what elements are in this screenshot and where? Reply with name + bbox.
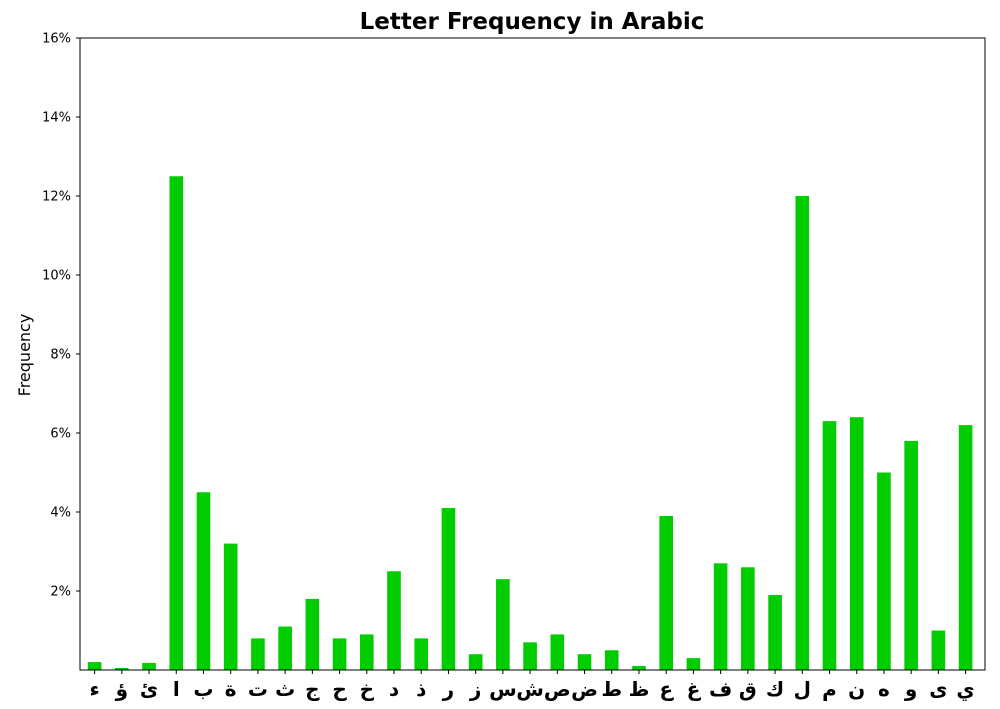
x-tick-label: خ [360,677,375,701]
x-tick-label: ي [956,677,974,702]
x-tick-label: ر [442,677,455,701]
y-tick-label: 16% [42,32,71,47]
x-tick-label: ؤ [115,677,128,701]
bar [414,638,429,670]
bar [468,654,483,670]
y-axis-ticks: 2% 4% 6% 8% 10% 12% 14% 16% [42,32,80,600]
x-tick-label: ق [739,677,757,701]
bar [604,650,619,670]
bars-group [87,176,973,670]
plot-area-frame [79,37,986,671]
x-tick-label: ش [516,677,544,701]
x-tick-label: ف [709,677,732,701]
x-tick-label: ذ [416,677,426,701]
bar [87,662,102,670]
x-tick-label: غ [687,677,702,701]
x-tick-label: د [389,677,399,701]
x-tick-label: ئ [140,677,158,701]
x-tick-label: ك [766,677,784,701]
bar [877,472,891,670]
x-tick-label: ل [794,677,811,701]
bar [496,579,510,670]
bar [741,567,755,670]
x-tick-label: ء [89,677,99,701]
bar [305,598,320,670]
bar [958,425,973,670]
x-tick-label: ث [275,677,295,701]
x-tick-label: م [822,677,837,701]
x-tick-label: ب [193,677,213,701]
y-tick-label: 12% [42,190,71,205]
bar [169,176,184,670]
bar [550,634,565,670]
bar [577,654,592,670]
x-tick-label: ز [469,677,482,701]
x-tick-label: ه [878,677,890,701]
x-tick-label: ض [571,677,598,701]
bar [251,638,265,670]
x-tick-label: ن [848,677,865,701]
x-tick-label: ج [305,677,320,701]
x-tick-label: ى [929,677,947,701]
bar [659,515,673,670]
bar [115,668,129,670]
x-tick-label: ع [659,677,674,701]
y-axis-label: Frequency [15,314,34,397]
bar [359,634,374,670]
bar [632,666,646,670]
bar [768,594,782,670]
bar [795,196,810,670]
chart-title: Letter Frequency in Arabic [360,9,705,35]
bar [931,630,946,670]
bar [904,440,918,670]
bar [523,642,537,670]
x-tick-label: ظ [629,677,650,701]
bar [142,662,156,670]
y-tick-label: 6% [50,427,71,442]
x-tick-label: ح [332,677,347,701]
y-tick-label: 4% [50,506,71,521]
bar [196,492,211,670]
y-tick-label: 10% [42,269,71,284]
x-tick-label: س [489,677,517,701]
x-tick-label: ط [601,677,622,701]
bar [387,571,401,670]
y-tick-label: 2% [50,585,71,600]
bar [686,658,701,670]
x-tick-label: ص [544,677,571,701]
bar [441,508,456,670]
x-tick-label: و [904,677,917,701]
y-tick-label: 14% [42,111,71,126]
x-tick-label: ت [248,677,268,701]
bar [822,421,837,670]
x-tick-label: ة [225,677,237,701]
bar [223,543,238,670]
bar [278,626,292,670]
bar [849,417,864,670]
bar [713,563,728,670]
y-tick-label: 8% [50,348,71,363]
bar [332,638,347,670]
x-tick-label: ا [173,677,180,701]
